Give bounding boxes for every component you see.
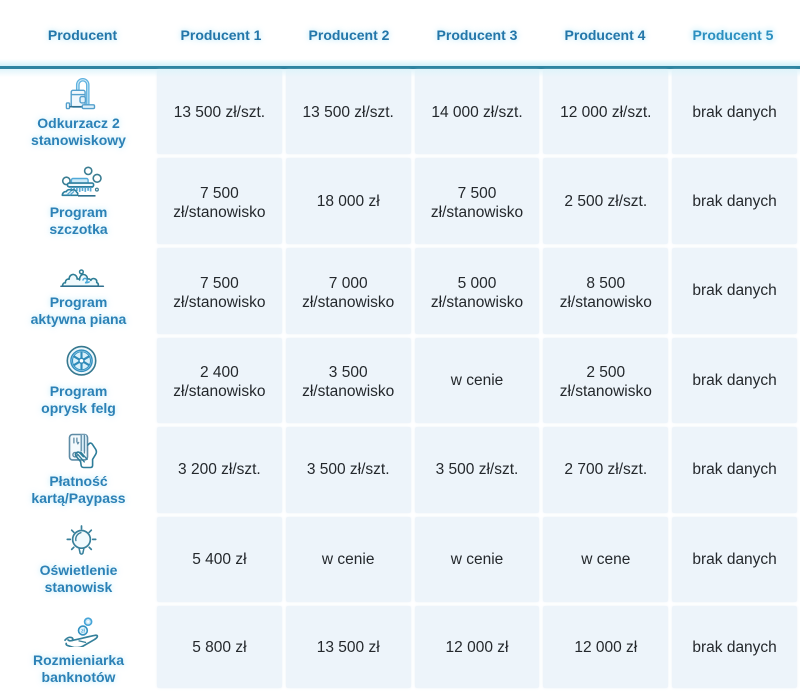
svg-text:zł: zł xyxy=(80,628,85,634)
